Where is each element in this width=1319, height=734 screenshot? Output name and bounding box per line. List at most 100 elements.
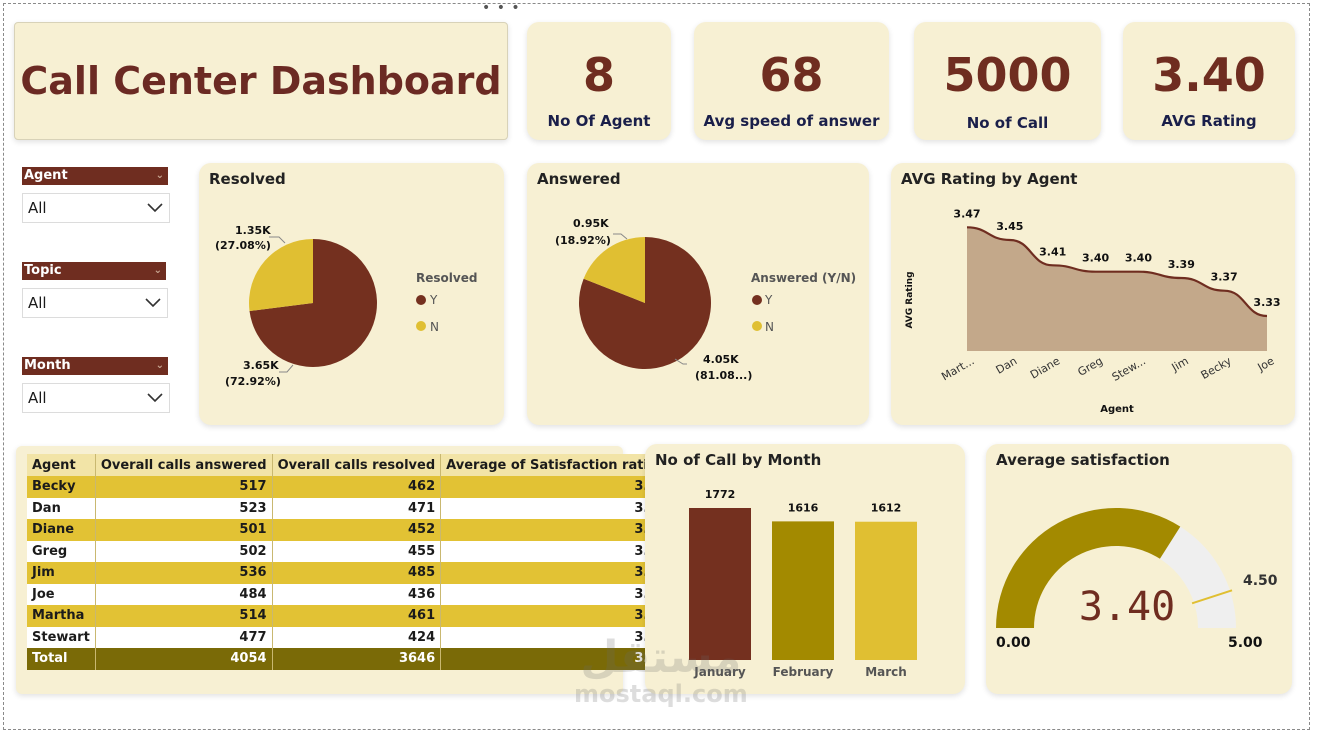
gauge-target-label: 4.50 (1243, 573, 1278, 589)
cell-answered: 484 (95, 583, 273, 605)
table-row[interactable]: Diane5014523.41 (27, 519, 672, 541)
chart-title: Average satisfaction (996, 451, 1170, 469)
legend-marker-n (752, 321, 762, 331)
slicer-label: Agent (24, 168, 68, 183)
answered-chart-card[interactable]: Answered 0.95K (18.92%) 4.05K (81.08...)… (527, 163, 869, 425)
chevron-up-icon: ⌄ (155, 360, 164, 371)
legend-marker-y (416, 295, 426, 305)
table-row[interactable]: Greg5024553.40 (27, 540, 672, 562)
chevron-up-icon: ⌄ (153, 265, 162, 276)
data-label-y-percent: (72.92%) (225, 375, 281, 388)
slicer-value: All (28, 294, 47, 312)
watermark-arabic: مستقل (580, 632, 742, 683)
more-options-icon[interactable]: • • • (482, 0, 521, 16)
cell-rating: 3.47 (440, 605, 672, 627)
slicer-month-dropdown[interactable]: All (22, 383, 170, 413)
chart-title: Resolved (209, 170, 286, 188)
cell-resolved: 452 (272, 519, 442, 541)
bar-march[interactable] (855, 521, 917, 660)
pie-slice-y[interactable] (249, 239, 377, 367)
x-tick-label: Becky (1199, 354, 1234, 382)
legend-item-y[interactable]: Y (429, 293, 438, 307)
data-label: 3.47 (953, 207, 980, 220)
gauge-max-label: 5.00 (1228, 635, 1263, 651)
chevron-down-icon (145, 298, 161, 308)
resolved-pie-svg: 1.35K (27.08%) 3.65K (72.92%) Resolved Y… (215, 224, 477, 388)
calls-by-month-card[interactable]: No of Call by Month 1772 January 1616 Febru… (645, 444, 965, 694)
cell-answered: 523 (95, 497, 273, 519)
leader-line (674, 358, 687, 365)
data-label: 3.39 (1168, 258, 1195, 271)
rating-area-svg: AVG Rating Agent 3.47 Mart... 3.45 Dan 3.41 D… (905, 207, 1281, 415)
satisfaction-gauge-card[interactable]: Average satisfaction 3.40 0.00 5.00 4.50 (986, 444, 1292, 694)
table-row[interactable]: Martha5144613.47 (27, 605, 672, 627)
cell-answered: 517 (95, 476, 273, 498)
column-header[interactable]: Agent (27, 454, 96, 476)
kpi-card-rating[interactable]: 3.40 AVG Rating (1123, 22, 1295, 140)
data-label-y-value: 3.65K (243, 359, 279, 372)
data-label-n-percent: (27.08%) (215, 239, 271, 252)
cell-resolved: 462 (272, 476, 442, 498)
data-label-n-value: 0.95K (573, 217, 609, 230)
chart-title: No of Call by Month (655, 451, 822, 469)
cell-agent: Diane (27, 519, 96, 541)
chart-title: Answered (537, 170, 621, 188)
page-title: Call Center Dashboard (20, 59, 502, 103)
x-tick-label: March (865, 665, 907, 679)
table-row[interactable]: Dan5234713.45 (27, 497, 672, 519)
kpi-value: 5000 (943, 48, 1072, 102)
data-label: 3.45 (996, 220, 1023, 233)
slicer-agent-header: Agent ⌄ (22, 167, 168, 185)
kpi-card-speed[interactable]: 68 Avg speed of answer (694, 22, 889, 140)
table-row[interactable]: Joe4844363.33 (27, 583, 672, 605)
data-label: 3.33 (1253, 296, 1280, 309)
cell-agent: Dan (27, 497, 96, 519)
slicer-agent-dropdown[interactable]: All (22, 193, 170, 223)
kpi-card-agents[interactable]: 8 No Of Agent (527, 22, 671, 140)
bar-january[interactable] (689, 508, 751, 660)
kpi-card-calls[interactable]: 5000 No of Call (914, 22, 1101, 140)
column-header[interactable]: Overall calls answered (95, 454, 273, 476)
column-header[interactable]: Overall calls resolved (272, 454, 442, 476)
cell-answered: 536 (95, 562, 273, 584)
table-row[interactable]: Stewart4774243.40 (27, 626, 672, 648)
cell-agent: Joe (27, 583, 96, 605)
resolved-chart-card[interactable]: Resolved 1.35K (27.08%) 3.65K (72.92%) R… (199, 163, 504, 425)
report-canvas (3, 3, 1310, 730)
slicer-value: All (28, 199, 47, 217)
legend-item-n[interactable]: N (765, 320, 774, 334)
legend-item-y[interactable]: Y (764, 293, 773, 307)
cell-answered: 514 (95, 605, 273, 627)
slicer-label: Topic (24, 263, 62, 278)
legend-marker-y (752, 295, 762, 305)
x-axis-title: Agent (1100, 404, 1134, 415)
rating-by-agent-card[interactable]: AVG Rating by Agent AVG Rating Agent 3.4… (891, 163, 1295, 425)
data-label: 3.40 (1082, 252, 1109, 265)
watermark-latin: mostaql.com (574, 680, 748, 708)
table-row[interactable]: Becky5174623.37 (27, 476, 672, 498)
cell-resolved: 3646 (272, 648, 442, 670)
data-label-y-percent: (81.08...) (695, 369, 752, 382)
legend-item-n[interactable]: N (430, 320, 439, 334)
kpi-label: Avg speed of answer (703, 112, 880, 130)
cell-answered: 477 (95, 626, 273, 648)
x-tick-label: Joe (1255, 354, 1277, 374)
pie-slice-n[interactable] (249, 239, 313, 312)
legend-marker-n (416, 321, 426, 331)
leader-line (279, 364, 294, 373)
cell-resolved: 424 (272, 626, 442, 648)
gauge-min-label: 0.00 (996, 635, 1031, 651)
pie-slice-n[interactable] (583, 237, 645, 303)
slicer-topic-dropdown[interactable]: All (22, 288, 168, 318)
bar-value-label: 1616 (788, 501, 819, 514)
data-label-n-percent: (18.92%) (555, 234, 611, 247)
cell-agent: Total (27, 648, 96, 670)
cell-resolved: 436 (272, 583, 442, 605)
bar-february[interactable] (772, 521, 834, 660)
agent-table: Agent Overall calls answered Overall cal… (27, 454, 672, 670)
table-row[interactable]: Jim5364853.39 (27, 562, 672, 584)
cell-answered: 502 (95, 540, 273, 562)
column-header[interactable]: Average of Satisfaction rating (440, 454, 672, 476)
cell-rating: 3.41 (440, 519, 672, 541)
gauge-fill (996, 508, 1181, 628)
